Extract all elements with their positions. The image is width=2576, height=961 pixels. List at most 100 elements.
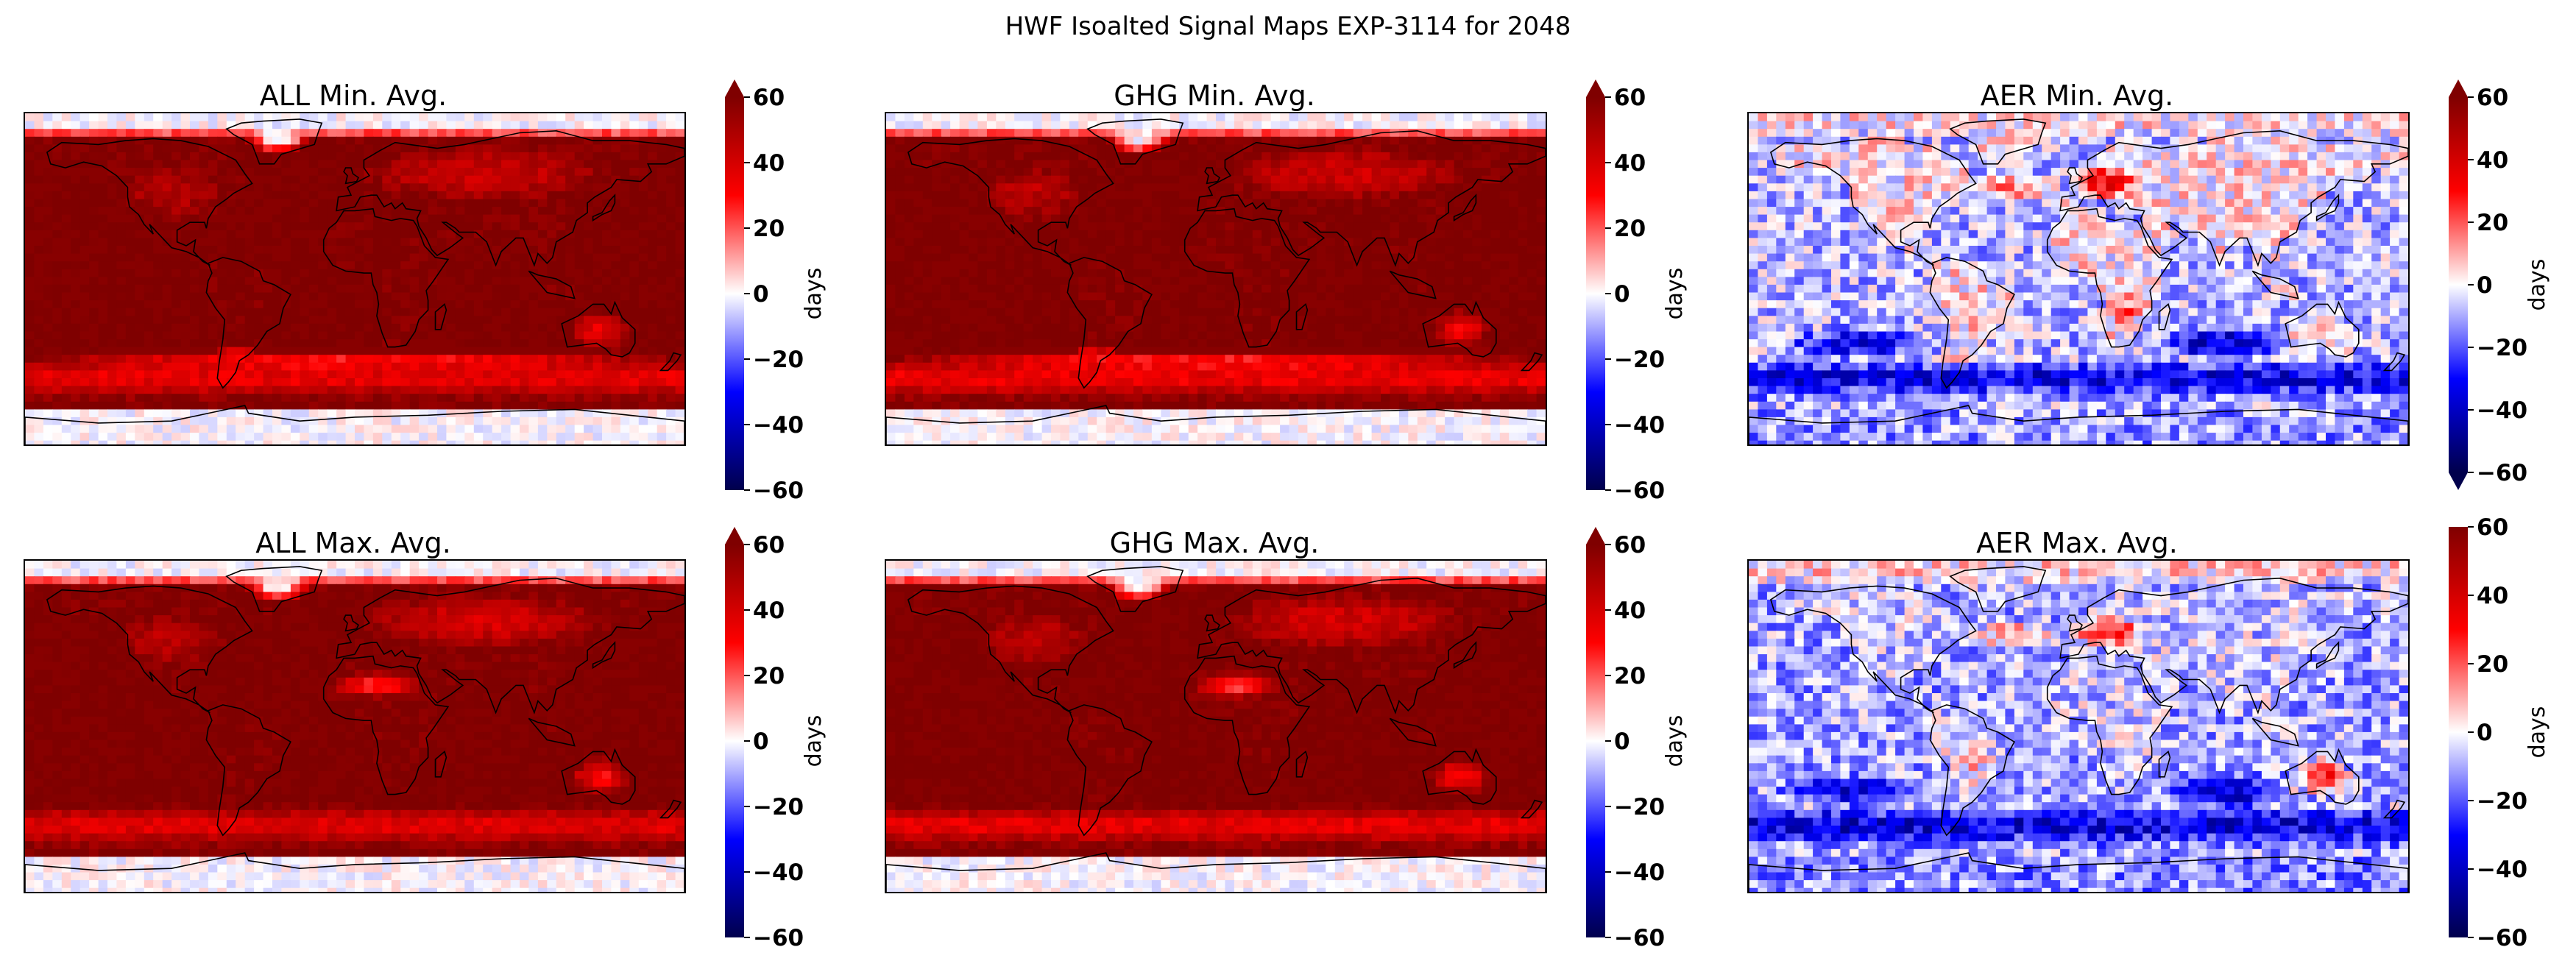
heatmap-cell [355,425,364,433]
heatmap-cell [34,285,43,293]
heatmap-cell [410,339,420,347]
heatmap-cell [328,425,337,433]
heatmap-cell [227,207,236,215]
heatmap-cell [400,238,410,246]
heatmap-cells [886,113,1546,444]
heatmap-cell [392,402,401,410]
heatmap-cell [483,332,492,340]
heatmap-cell [62,176,71,184]
heatmap-cell [208,285,218,293]
heatmap-cell [116,199,126,208]
heatmap-cell [1060,246,1069,254]
heatmap-cell [950,246,960,254]
heatmap-cell [538,370,548,378]
heatmap-cell [538,347,548,355]
heatmap-cell [657,300,667,308]
heatmap-cell [89,339,99,347]
heatmap-cell [410,425,420,433]
heatmap-cell [538,417,548,425]
heatmap-cell [1197,129,1207,137]
heatmap-cell [584,394,593,402]
heatmap-cell [1097,113,1106,121]
heatmap-cell [1482,121,1491,130]
heatmap-cell [905,238,914,246]
heatmap-cell [245,363,255,371]
heatmap-cell [428,121,438,130]
heatmap-cell [52,308,62,316]
heatmap-cell [163,409,172,417]
heatmap-cell [428,160,438,169]
heatmap-cell [126,269,135,277]
heatmap-cell [34,238,43,246]
heatmap-cell [135,199,144,208]
heatmap-cell [263,199,273,208]
heatmap-cell [428,199,438,208]
heatmap-cell [639,441,648,444]
heatmap-cell [528,402,538,410]
heatmap-cell [190,433,199,441]
heatmap-cell [1225,207,1234,215]
heatmap-cell [511,300,520,308]
heatmap-cell [126,160,135,169]
heatmap-cell [1051,308,1061,316]
heatmap-cell [135,152,144,160]
heatmap-cell [1335,254,1345,262]
heatmap-cell [1024,207,1033,215]
heatmap-cell [309,324,319,332]
heatmap-cell [419,425,428,433]
heatmap-cell [1125,285,1134,293]
heatmap-cell [43,215,53,223]
heatmap-cell [629,168,639,176]
heatmap-cell [932,300,941,308]
heatmap-cell [611,394,620,402]
heatmap-cell [1069,152,1079,160]
heatmap-cell [208,152,218,160]
heatmap-cell [364,324,373,332]
heatmap-cell [657,254,667,262]
heatmap-cell [528,246,538,254]
heatmap-cell [1106,308,1116,316]
heatmap-cell [25,316,35,324]
heatmap-cell [565,191,575,199]
heatmap-cell [71,230,80,238]
heatmap-cell [245,370,255,378]
heatmap-cell [245,433,255,441]
heatmap-cell [629,370,639,378]
heatmap-cell [1527,215,1537,223]
heatmap-cell [895,183,905,191]
heatmap-cell [1335,191,1345,199]
heatmap-cell [1262,230,1271,238]
heatmap-cell [1472,285,1482,293]
heatmap-cell [89,441,99,444]
heatmap-cell [355,355,364,363]
heatmap-cell [474,176,484,184]
heatmap-cell [89,191,99,199]
heatmap-cell [382,238,392,246]
heatmap-cell [1170,261,1180,269]
heatmap-cell [932,183,941,191]
heatmap-cell [977,222,987,230]
heatmap-cell [1161,254,1170,262]
heatmap-cell [593,121,603,130]
heatmap-cell [528,386,538,394]
heatmap-cell [538,144,548,152]
heatmap-cell [1225,246,1234,254]
heatmap-cell [300,308,309,316]
heatmap-cell [520,378,529,386]
heatmap-cell [281,246,291,254]
heatmap-cell [336,238,346,246]
heatmap-cell [410,254,420,262]
heatmap-cell [1078,293,1088,301]
heatmap-cell [263,441,273,444]
heatmap-cell [382,254,392,262]
heatmap-cell [593,355,603,363]
heatmap-cell [1024,269,1033,277]
heatmap-cell [620,152,630,160]
heatmap-cell [336,300,346,308]
heatmap-cell [547,363,556,371]
heatmap-cell [941,222,951,230]
heatmap-cell [905,215,914,223]
heatmap-cell [593,199,603,208]
heatmap-cell [318,176,328,184]
heatmap-cell [1418,121,1427,130]
